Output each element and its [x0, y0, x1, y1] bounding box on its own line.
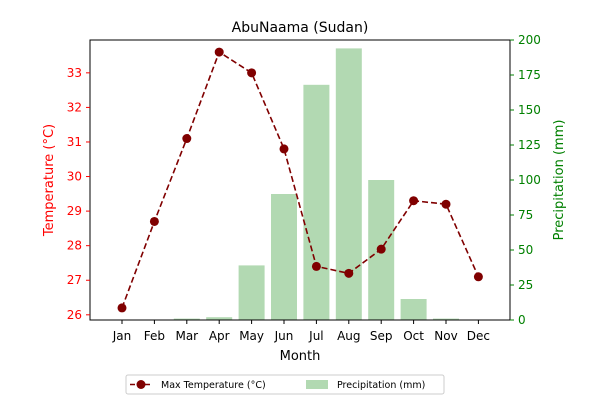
temperature-point-oct [409, 196, 419, 206]
temperature-point-jul [311, 261, 321, 271]
precipitation-bar-mar [173, 318, 200, 320]
left-tick-label-30: 30 [67, 170, 82, 184]
temperature-line [117, 47, 483, 313]
precipitation-bar-aug [335, 48, 362, 321]
legend-temperature-marker [136, 380, 146, 389]
legend: Max Temperature (°C) Precipitation (mm) [125, 374, 445, 395]
temperature-point-apr [214, 47, 224, 57]
chart-title: AbuNaama (Sudan) [232, 20, 369, 36]
precipitation-bar-apr [206, 317, 233, 320]
temperature-point-may [247, 68, 257, 78]
left-tick-label-26: 26 [67, 308, 82, 322]
left-tick-label-32: 32 [67, 100, 82, 114]
x-tick-label-oct: Oct [403, 329, 424, 343]
x-tick-label-sep: Sep [370, 329, 393, 343]
x-tick-label-nov: Nov [434, 329, 457, 343]
right-tick-label-125: 125 [518, 138, 541, 152]
right-tick-label-100: 100 [518, 173, 541, 187]
x-tick-label-jan: Jan [112, 329, 132, 343]
x-tick-label-jun: Jun [274, 329, 294, 343]
precipitation-bar-nov [433, 318, 459, 320]
x-tick-label-jul: Jul [308, 329, 323, 343]
x-tick-label-aug: Aug [337, 329, 360, 343]
legend-precipitation-swatch [306, 380, 328, 389]
temperature-point-feb [149, 216, 159, 226]
precipitation-bars [173, 48, 459, 321]
temperature-point-jan [117, 303, 127, 313]
legend-temperature-label: Max Temperature (°C) [161, 380, 266, 391]
right-y-axis-label: Precipitation (mm) [552, 120, 567, 241]
right-tick-label-50: 50 [518, 243, 533, 257]
right-tick-label-0: 0 [518, 313, 526, 327]
precipitation-bar-oct [400, 299, 427, 320]
left-tick-label-33: 33 [67, 66, 82, 80]
legend-precipitation-label: Precipitation (mm) [337, 380, 425, 391]
x-axis-label: Month [280, 349, 321, 364]
temperature-point-nov [441, 199, 451, 209]
temperature-point-mar [182, 134, 192, 144]
x-axis: Jan Feb Mar Apr May Jun Jul Aug Sep Oct Nov Dec [112, 320, 490, 343]
x-tick-label-feb: Feb [144, 329, 165, 343]
left-y-axis: 26 27 28 29 30 31 32 33 [67, 66, 90, 322]
x-tick-label-may: May [239, 329, 264, 343]
temperature-point-aug [344, 268, 354, 278]
legend-frame [125, 374, 445, 395]
left-tick-label-27: 27 [67, 273, 82, 287]
right-tick-label-175: 175 [518, 68, 541, 82]
precipitation-bar-jun [271, 194, 297, 320]
temperature-point-sep [376, 244, 386, 254]
left-tick-label-28: 28 [67, 239, 82, 253]
left-tick-label-31: 31 [67, 135, 82, 149]
x-tick-label-mar: Mar [175, 329, 198, 343]
temperature-point-dec [473, 272, 483, 282]
right-tick-label-75: 75 [518, 208, 533, 222]
temperature-point-jun [279, 144, 289, 154]
x-tick-label-dec: Dec [467, 329, 490, 343]
left-tick-label-29: 29 [67, 204, 82, 218]
precipitation-bar-may [238, 265, 265, 320]
precipitation-bar-jul [303, 84, 330, 320]
right-tick-label-200: 200 [518, 33, 541, 47]
right-tick-label-150: 150 [518, 103, 541, 117]
right-tick-label-25: 25 [518, 278, 533, 292]
temperature-series-line [121, 50, 480, 309]
x-tick-label-apr: Apr [209, 329, 230, 343]
left-y-axis-label: Temperature (°C) [42, 124, 57, 237]
right-y-axis: 0 25 50 75 100 125 150 175 200 [510, 33, 541, 327]
